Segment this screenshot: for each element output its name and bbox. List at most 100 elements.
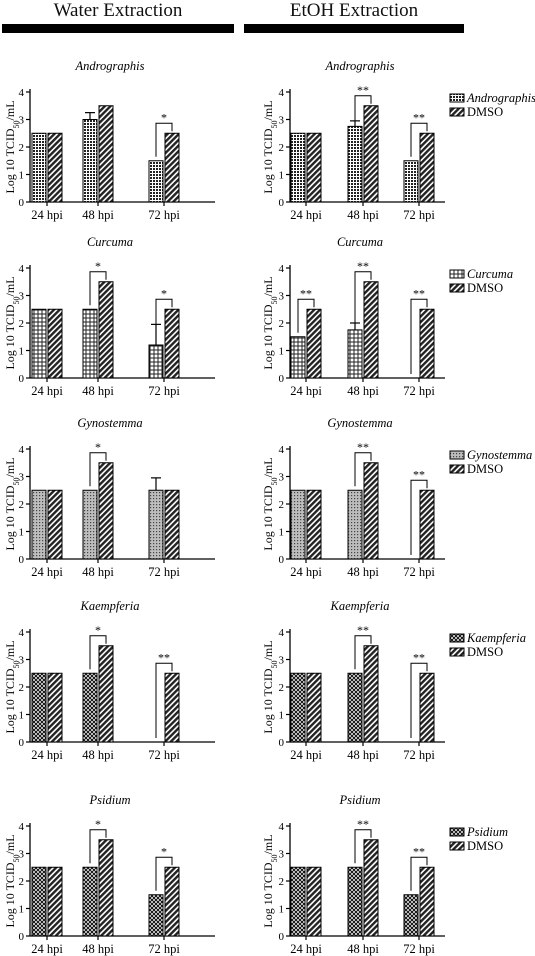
legend-label-dmso: DMSO [467,645,503,659]
significance-bracket [354,95,372,123]
extract-bar [31,489,47,560]
etoh-gynostemma-chart: Gynostemma Log 10 TCID50/mL0 1 2 3 4 24 hpi 48 … [261,416,532,579]
y-tick-label: 2 [279,142,285,154]
y-axis-label: Log 10 TCID50/mL [261,276,279,369]
x-tick-label: 72 hpi [403,384,435,398]
chart-title: Psidium [339,793,381,807]
etoh-extraction-header: EtOH Extraction [289,0,419,21]
legend-label-extract: Gynostemma [467,448,532,462]
x-tick-label: 24 hpi [290,942,322,956]
y-tick-label: 0 [19,931,25,943]
extract-bar [347,489,363,560]
water-curcuma-chart: Curcuma Log 10 TCID50/mL 0 1 2 3 4 24 hpi 48 hpi… [3,235,215,398]
y-tick-label: 3 [19,472,25,484]
dmso-bar [363,645,379,743]
extract-bar [148,160,164,203]
legend-swatch-extract [449,269,465,279]
significance-label: ** [413,844,425,858]
dmso-bar [164,866,180,937]
x-tick-label: 72 hpi [148,565,180,579]
dmso-bar [47,489,63,560]
y-tick-label: 3 [279,655,285,667]
y-tick-label: 3 [19,655,25,667]
dmso-bar [164,308,180,379]
dmso-bar [164,132,180,203]
extract-bar [347,329,363,379]
dmso-bar [47,132,63,203]
y-tick-label: 2 [19,142,25,154]
chart-title: Psidium [89,793,131,807]
y-tick-label: 1 [19,527,25,539]
chart-title: Curcuma [87,235,133,249]
y-tick-label: 2 [279,318,285,330]
extract-bar [290,489,306,560]
y-tick-label: 3 [19,849,25,861]
significance-bracket [155,856,173,891]
y-tick-label: 0 [19,373,25,385]
etoh-kaempferia-chart: Kaempferia Log 10 TCID50/mL0 1 2 3 4 24 hpi 48 … [261,599,526,762]
y-tick-label: 3 [19,115,25,127]
legend-label-extract: Curcuma [467,267,513,281]
y-axis-label: Log 10 TCID50/mL [3,100,21,193]
y-tick-label: 4 [279,87,285,99]
x-tick-label: 72 hpi [148,748,180,762]
significance-bracket [410,662,428,738]
significance-label: * [95,259,101,273]
y-tick-label: 4 [279,444,285,456]
y-tick-label: 1 [19,710,25,722]
chart-title: Gynostemma [327,416,392,430]
x-tick-label: 24 hpi [31,208,63,222]
significance-bracket [89,271,107,306]
dmso-bar [306,489,322,560]
significance-label: ** [357,817,369,831]
significance-bracket [354,452,372,487]
y-tick-label: 3 [279,291,285,303]
significance-bracket [410,122,428,157]
etoh-psidium-chart: Psidium Log 10 TCID50/mL0 1 2 3 4 24 hpi 48 hpi… [261,793,508,956]
dmso-bar [419,672,435,743]
extract-bar [82,672,98,743]
legend-swatch-dmso [449,647,465,657]
y-axis-label: Log 10 TCID50/mL [3,276,21,369]
legend-label-dmso: DMSO [467,839,503,853]
dmso-bar [98,105,114,203]
x-tick-label: 24 hpi [290,565,322,579]
extract-bar [31,866,47,937]
dmso-bar [306,672,322,743]
x-tick-label: 72 hpi [148,384,180,398]
y-tick-label: 4 [19,444,25,456]
y-axis-label: Log 10 TCID50/mL [261,640,279,733]
legend-swatch-dmso [449,283,465,293]
legend-swatch-dmso [449,107,465,117]
x-tick-label: 72 hpi [148,208,180,222]
x-tick-label: 72 hpi [148,942,180,956]
dmso-bar [306,132,322,203]
legend-swatch-extract [449,827,465,837]
dmso-bar [419,132,435,203]
significance-label: * [95,440,101,454]
y-axis-label: Log 10 TCID50/mL [261,457,279,550]
x-tick-label: 48 hpi [347,565,379,579]
dmso-bar [306,308,322,379]
x-tick-label: 72 hpi [403,565,435,579]
significance-label: ** [357,623,369,637]
dmso-bar [363,462,379,560]
extract-bar [82,308,98,379]
legend-swatch-extract [449,633,465,643]
y-tick-label: 4 [19,821,25,833]
legend-label-extract: Psidium [466,825,508,839]
x-tick-label: 24 hpi [290,208,322,222]
legend-swatch-dmso [449,841,465,851]
extract-bar [82,866,98,937]
y-tick-label: 2 [279,682,285,694]
extract-bar [31,308,47,379]
dmso-bar [47,866,63,937]
y-axis-label: Log 10 TCID50/mL [261,834,279,927]
x-tick-label: 48 hpi [82,942,114,956]
significance-label: ** [357,440,369,454]
significance-bracket [410,298,428,374]
y-tick-label: 4 [19,263,25,275]
significance-label: * [161,110,167,124]
y-tick-label: 4 [19,627,25,639]
